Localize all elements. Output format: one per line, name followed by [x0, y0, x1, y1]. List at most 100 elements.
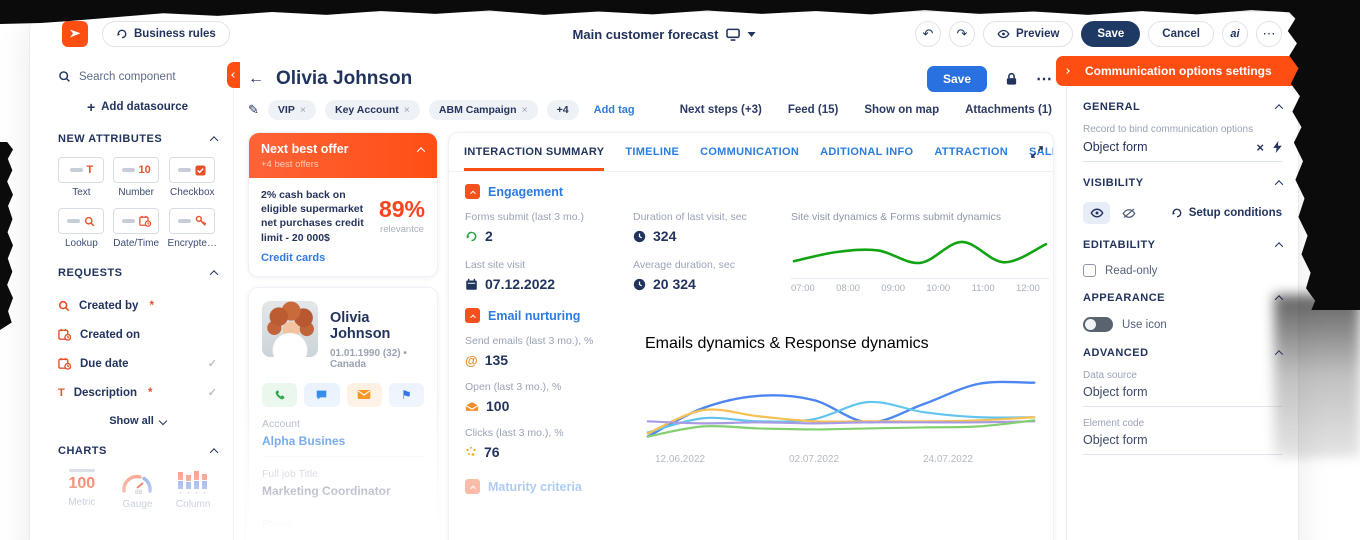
visible-toggle-button[interactable] [1083, 202, 1110, 224]
record-save-button[interactable]: Save [926, 66, 987, 92]
setup-conditions-button[interactable]: Setup conditions [1171, 207, 1282, 219]
account-link[interactable]: Alpha Busines [262, 433, 346, 448]
close-icon[interactable]: × [403, 104, 410, 116]
metric-label: Forms submit (last 3 mo.) [465, 211, 585, 223]
undo-button[interactable]: ↶ [914, 21, 941, 47]
avatar[interactable] [262, 300, 318, 357]
offer-text: 2% cash back on eligible supermarket net… [261, 189, 364, 244]
maturity-header[interactable]: Maturity criteria [465, 479, 1037, 494]
back-arrow-icon[interactable]: ← [248, 70, 264, 87]
attribute-tile-text[interactable]: T Text [58, 157, 105, 198]
lock-icon[interactable] [1005, 72, 1018, 86]
chart-tile-column[interactable]: Column [169, 469, 217, 510]
tab-interaction-summary[interactable]: INTERACTION SUMMARY [464, 146, 605, 171]
engagement-header[interactable]: Engagement [465, 184, 1037, 199]
attribute-tile-number[interactable]: 10 Number [113, 157, 160, 198]
ai-button[interactable]: ai [1222, 21, 1248, 47]
offer-category-link[interactable]: Credit cards [261, 251, 326, 264]
record-more-button[interactable]: ⋯ [1036, 71, 1052, 88]
tab-communication[interactable]: COMMUNICATION [700, 146, 800, 158]
gauge-icon: 88 [122, 474, 153, 495]
close-icon[interactable]: × [521, 104, 528, 116]
read-only-checkbox[interactable] [1083, 264, 1096, 277]
attribute-tile-encrypted[interactable]: Encrypte… [168, 208, 217, 249]
show-all-button[interactable]: Show all [58, 415, 217, 427]
next-steps-link[interactable]: Next steps (+3) [679, 104, 762, 116]
save-button[interactable]: Save [1081, 21, 1141, 47]
close-icon[interactable]: × [299, 104, 306, 116]
business-rules-label: Business rules [134, 28, 216, 40]
metric-send-emails: Send emails (last 3 mo.), % @ 135 [465, 335, 633, 368]
chart-tile-gauge[interactable]: 88 Gauge [114, 469, 162, 510]
clock-icon [633, 230, 646, 242]
clear-icon[interactable]: × [1256, 139, 1264, 155]
field-label: Data source [1083, 370, 1137, 381]
request-item-description[interactable]: T Description * ✓ [58, 378, 217, 407]
search-input[interactable] [79, 70, 199, 83]
tag-abm-campaign[interactable]: ABM Campaign × [428, 100, 538, 120]
plus-icon: + [86, 99, 96, 115]
attribute-tile-lookup[interactable]: Lookup [58, 208, 105, 249]
metric-last-site-visit: Last site visit 07.12.2022 [465, 259, 633, 292]
call-button[interactable] [262, 382, 298, 407]
tab-aditional-info[interactable]: ADITIONAL INFO [820, 146, 914, 158]
appearance-title: APPEARANCE [1083, 292, 1166, 304]
feed-link[interactable]: Feed (15) [787, 104, 839, 116]
tag-key-account[interactable]: Key Account × [324, 100, 420, 120]
app-logo[interactable] [62, 21, 88, 47]
general-header[interactable]: GENERAL [1083, 101, 1284, 113]
attribute-tile-checkbox[interactable]: Checkbox [168, 157, 217, 198]
bind-record-field[interactable]: Object form × [1083, 140, 1282, 162]
email-button[interactable] [346, 382, 382, 407]
request-item-due-date[interactable]: Due date ✓ [58, 349, 217, 378]
checkbox-icon [195, 164, 206, 176]
use-icon-toggle[interactable] [1083, 317, 1113, 332]
charts-header[interactable]: CHARTS [58, 445, 219, 457]
tab-sales[interactable]: SALES [1029, 146, 1053, 158]
setup-conditions-label: Setup conditions [1188, 207, 1282, 219]
new-attributes-header[interactable]: NEW ATTRIBUTES [58, 133, 219, 145]
chevron-down-icon [747, 31, 756, 37]
element-code-field[interactable]: Element code Object form [1083, 418, 1282, 455]
edit-tags-pencil-icon[interactable]: ✎ [248, 102, 259, 117]
offer-card-body: 2% cash back on eligible supermarket net… [249, 178, 437, 276]
phone-field[interactable]: Phone [262, 518, 424, 540]
add-tag-button[interactable]: Add tag [593, 104, 635, 116]
flag-button[interactable]: ⚑ [388, 382, 424, 407]
text-attribute-icon: T [86, 164, 94, 176]
lightning-icon[interactable] [1273, 141, 1282, 153]
show-on-map-link[interactable]: Show on map [864, 104, 940, 116]
sidebar-collapse-button[interactable] [227, 62, 240, 88]
attachments-link[interactable]: Attachments (1) [965, 104, 1052, 116]
add-datasource-button[interactable]: + Add datasource [58, 99, 217, 115]
email-nurturing-header[interactable]: Email nurturing [465, 308, 1037, 323]
visibility-header[interactable]: VISIBILITY [1083, 177, 1284, 189]
tab-timeline[interactable]: TIMELINE [625, 146, 680, 158]
page-title-group[interactable]: Main customer forecast [573, 12, 756, 56]
tag-vip[interactable]: VIP × [267, 100, 316, 120]
more-options-button[interactable]: ⋯ [1256, 21, 1282, 47]
editability-header[interactable]: EDITABILITY [1083, 239, 1284, 251]
chart-tile-metric[interactable]: 100 Metric [58, 469, 106, 510]
tags-more-badge[interactable]: +4 [546, 100, 579, 120]
redo-button[interactable]: ↷ [948, 21, 975, 47]
requests-header[interactable]: REQUESTS [58, 267, 219, 279]
field-value [262, 534, 424, 540]
attribute-tile-datetime[interactable]: Date/Time [113, 208, 160, 249]
data-source-field[interactable]: Data source Object form [1083, 370, 1282, 407]
panel-collapse-button[interactable] [1056, 56, 1078, 86]
advanced-header[interactable]: ADVANCED [1083, 347, 1284, 359]
chart-title: Site visit dynamics & Forms submit dynam… [791, 211, 1002, 223]
request-item-created-by[interactable]: Created by * [58, 291, 217, 320]
cancel-button[interactable]: Cancel [1148, 21, 1214, 47]
grunge-blur-right [1274, 295, 1360, 455]
appearance-header[interactable]: APPEARANCE [1083, 292, 1284, 304]
business-rules-button[interactable]: Business rules [102, 21, 230, 47]
request-item-created-on[interactable]: Created on [58, 320, 217, 349]
expand-tabs-button[interactable] [1031, 146, 1043, 158]
offer-card-header[interactable]: Next best offer +4 best offers [249, 133, 437, 178]
chat-button[interactable] [304, 382, 340, 407]
preview-button[interactable]: Preview [982, 21, 1074, 47]
tab-attraction[interactable]: ATTRACTION [934, 146, 1009, 158]
hidden-toggle-button[interactable] [1122, 208, 1136, 219]
